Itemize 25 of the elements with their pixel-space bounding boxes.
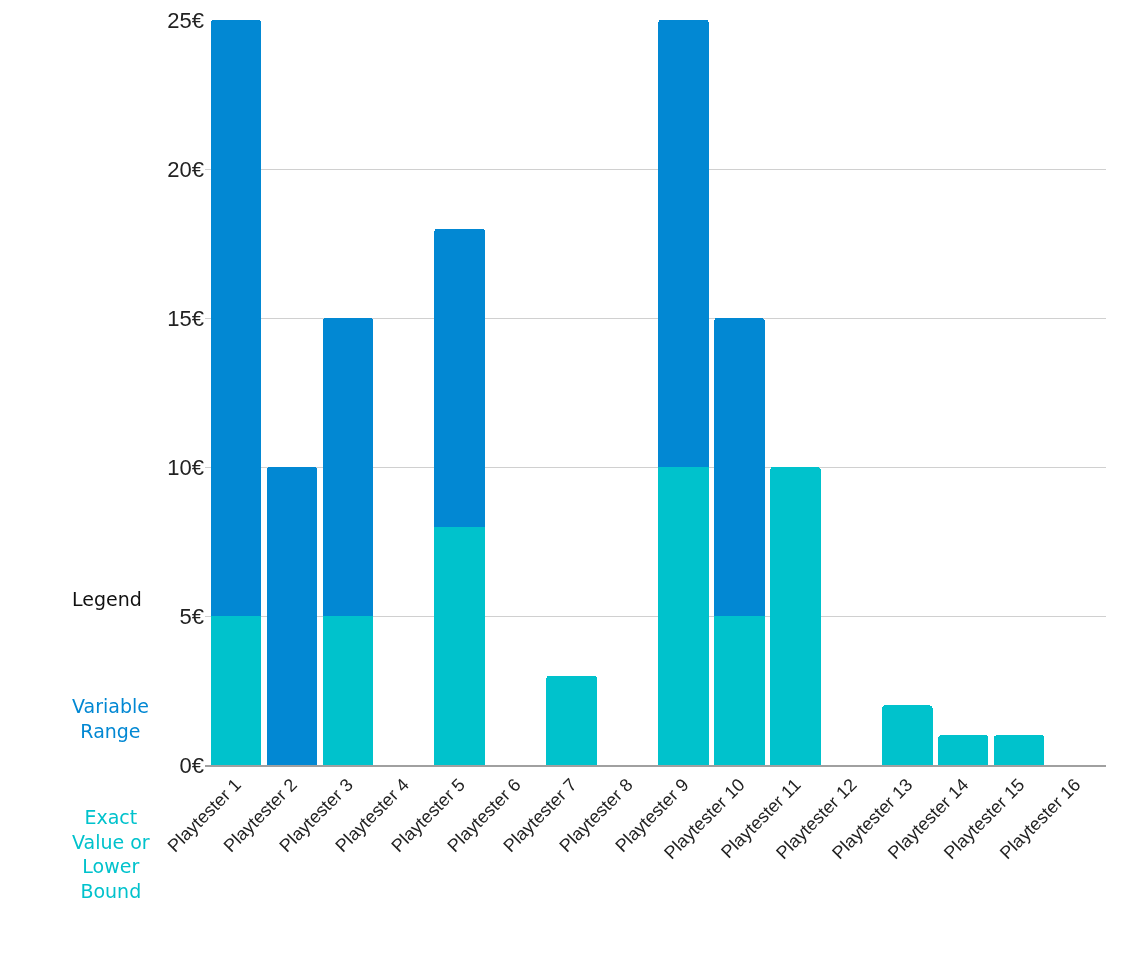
text: Variable Range (72, 695, 149, 742)
bar (770, 467, 821, 765)
bar (658, 20, 709, 467)
bar (210, 20, 261, 616)
bar (714, 318, 765, 616)
bar (882, 705, 933, 765)
bar (714, 616, 765, 765)
bar (322, 318, 373, 616)
bar (938, 735, 989, 765)
y-tick-label: 10€ (167, 454, 204, 480)
bar (658, 467, 709, 765)
legend-title: Legend (72, 588, 142, 610)
bar (434, 228, 485, 527)
bar (546, 675, 597, 765)
bar (994, 735, 1045, 765)
bar (322, 616, 373, 765)
bar (434, 526, 485, 765)
y-tick-label: 15€ (167, 305, 204, 331)
y-tick-label: 5€ (179, 603, 204, 629)
bar (210, 616, 261, 765)
y-tick-label: 25€ (167, 7, 204, 33)
bar (266, 467, 317, 765)
y-tick-label: 0€ (179, 752, 204, 778)
y-tick-label: 20€ (167, 156, 204, 182)
text: Exact Value or Lower Bound (72, 806, 150, 903)
